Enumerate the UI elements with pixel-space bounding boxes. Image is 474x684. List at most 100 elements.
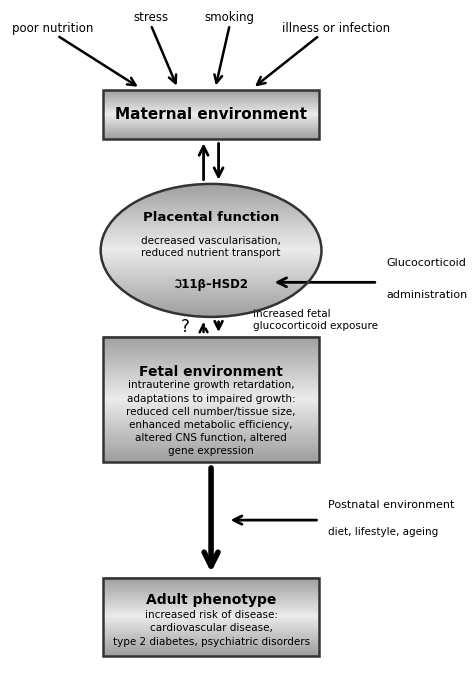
Bar: [100, 285, 321, 288]
Bar: [103, 115, 319, 116]
Bar: [100, 203, 321, 206]
Bar: [100, 265, 321, 268]
Bar: [103, 620, 319, 622]
Bar: [103, 606, 319, 607]
Bar: [100, 194, 321, 197]
Bar: [100, 256, 321, 259]
Bar: [103, 627, 319, 629]
Bar: [103, 599, 319, 601]
Bar: [103, 614, 319, 616]
Bar: [100, 252, 321, 255]
Bar: [103, 107, 319, 108]
Bar: [103, 93, 319, 94]
Bar: [103, 578, 319, 656]
Bar: [103, 393, 319, 395]
Bar: [103, 94, 319, 95]
Bar: [103, 378, 319, 381]
Bar: [103, 460, 319, 462]
Text: Adult phenotype: Adult phenotype: [146, 592, 276, 607]
Bar: [103, 127, 319, 128]
Bar: [103, 438, 319, 441]
Bar: [103, 365, 319, 368]
Bar: [100, 241, 321, 244]
Bar: [100, 239, 321, 241]
Bar: [103, 131, 319, 132]
Bar: [103, 430, 319, 433]
Bar: [103, 116, 319, 117]
Bar: [100, 210, 321, 213]
Bar: [103, 582, 319, 584]
Bar: [103, 585, 319, 587]
Text: intrauterine growth retardation,
adaptations to impaired growth:
reduced cell nu: intrauterine growth retardation, adaptat…: [126, 380, 296, 456]
Bar: [103, 399, 319, 402]
Bar: [103, 120, 319, 122]
Bar: [103, 447, 319, 450]
Bar: [100, 219, 321, 222]
Bar: [103, 114, 319, 115]
Bar: [103, 376, 319, 379]
Bar: [103, 124, 319, 126]
Bar: [103, 577, 319, 579]
Bar: [103, 634, 319, 636]
Bar: [100, 190, 321, 193]
Bar: [103, 621, 319, 623]
Bar: [100, 232, 321, 235]
Bar: [100, 192, 321, 195]
Bar: [103, 103, 319, 104]
Bar: [103, 595, 319, 597]
Bar: [103, 102, 319, 103]
Bar: [100, 228, 321, 231]
Bar: [103, 405, 319, 408]
Bar: [100, 263, 321, 266]
Bar: [103, 624, 319, 626]
Bar: [103, 133, 319, 134]
Bar: [103, 98, 319, 99]
Bar: [103, 458, 319, 460]
Bar: [100, 307, 321, 311]
Bar: [103, 118, 319, 120]
Text: stress: stress: [133, 11, 168, 24]
Bar: [103, 616, 319, 618]
Bar: [103, 635, 319, 637]
Bar: [103, 426, 319, 429]
Bar: [103, 112, 319, 114]
Bar: [103, 99, 319, 101]
Bar: [103, 653, 319, 655]
Bar: [103, 644, 319, 646]
Bar: [100, 272, 321, 275]
Bar: [100, 254, 321, 257]
Bar: [103, 579, 319, 580]
Bar: [100, 205, 321, 209]
Bar: [103, 397, 319, 399]
Bar: [103, 422, 319, 425]
Bar: [100, 301, 321, 304]
Bar: [103, 134, 319, 136]
Bar: [103, 121, 319, 123]
Bar: [100, 199, 321, 202]
Bar: [103, 445, 319, 448]
Bar: [100, 250, 321, 252]
Bar: [103, 90, 319, 92]
Bar: [103, 127, 319, 129]
Bar: [103, 349, 319, 352]
Text: diet, lifestyle, ageing: diet, lifestyle, ageing: [328, 527, 438, 538]
Text: increased risk of disease:
cardiovascular disease,
type 2 diabetes, psychiatric : increased risk of disease: cardiovascula…: [112, 610, 310, 646]
Bar: [103, 380, 319, 383]
Bar: [103, 117, 319, 119]
Bar: [103, 343, 319, 345]
Bar: [103, 120, 319, 121]
Bar: [103, 136, 319, 137]
Bar: [103, 590, 319, 592]
Text: increased fetal
glucocorticoid exposure: increased fetal glucocorticoid exposure: [253, 309, 378, 331]
Bar: [100, 187, 321, 191]
Bar: [103, 129, 319, 130]
Bar: [103, 101, 319, 103]
Text: Maternal environment: Maternal environment: [115, 107, 307, 122]
Bar: [103, 596, 319, 598]
Bar: [103, 123, 319, 124]
Bar: [103, 416, 319, 419]
Bar: [103, 440, 319, 444]
Bar: [100, 230, 321, 233]
Bar: [103, 408, 319, 410]
Bar: [103, 129, 319, 131]
